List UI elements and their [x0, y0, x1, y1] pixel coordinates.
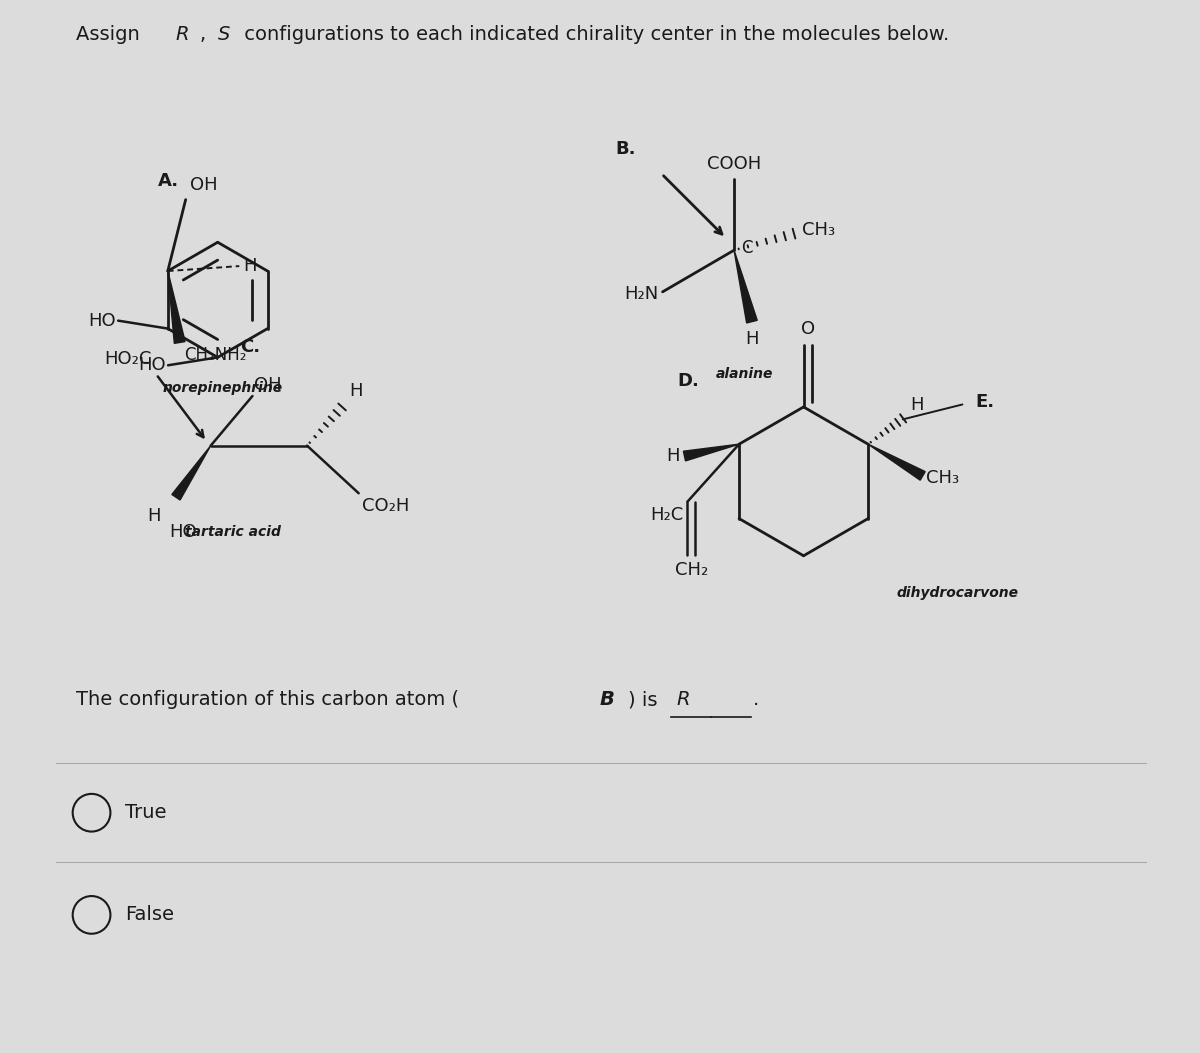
Text: tartaric acid: tartaric acid: [185, 525, 281, 539]
Text: norepinephrine: norepinephrine: [162, 381, 283, 395]
Text: CH₂: CH₂: [674, 561, 708, 579]
Text: CO₂H: CO₂H: [361, 497, 409, 515]
Text: H: H: [148, 508, 161, 525]
Text: .: .: [752, 690, 760, 709]
Text: C: C: [742, 239, 752, 257]
Text: B: B: [600, 690, 614, 709]
Text: ) is: ) is: [628, 690, 658, 709]
Text: R: R: [176, 25, 190, 44]
Text: CH₃: CH₃: [802, 221, 835, 239]
Polygon shape: [172, 445, 211, 500]
Text: C.: C.: [240, 338, 260, 356]
Text: configurations to each indicated chirality center in the molecules below.: configurations to each indicated chirali…: [238, 25, 949, 44]
Text: HO₂C: HO₂C: [103, 351, 151, 369]
Text: alanine: alanine: [715, 367, 773, 381]
Text: HO: HO: [89, 312, 116, 330]
Text: S: S: [217, 25, 230, 44]
Text: The configuration of this carbon atom (: The configuration of this carbon atom (: [76, 690, 458, 709]
Text: COOH: COOH: [707, 155, 761, 173]
Text: H₂N: H₂N: [624, 285, 659, 303]
Text: D.: D.: [678, 372, 700, 390]
Text: HO: HO: [138, 356, 166, 374]
Polygon shape: [734, 251, 757, 323]
Text: H: H: [244, 257, 257, 275]
Polygon shape: [168, 271, 185, 343]
Text: R: R: [677, 690, 690, 709]
Text: H: H: [745, 330, 758, 347]
Polygon shape: [683, 444, 739, 461]
Text: CH₂NH₂: CH₂NH₂: [184, 346, 246, 364]
Text: HO: HO: [169, 523, 197, 541]
Text: E.: E.: [976, 394, 995, 412]
Text: H: H: [666, 448, 679, 465]
Text: CH₃: CH₃: [925, 469, 959, 486]
Polygon shape: [868, 444, 925, 480]
Text: dihydrocarvone: dihydrocarvone: [896, 585, 1019, 599]
Text: H: H: [349, 382, 362, 400]
Text: B.: B.: [614, 140, 635, 158]
Text: H₂C: H₂C: [650, 505, 684, 523]
Text: False: False: [125, 906, 174, 925]
Text: OH: OH: [190, 176, 217, 194]
Text: A.: A.: [158, 172, 179, 190]
Text: Assign: Assign: [76, 25, 145, 44]
Text: OH: OH: [254, 376, 282, 394]
Text: True: True: [125, 803, 167, 822]
Text: ,: ,: [199, 25, 206, 44]
Text: H: H: [910, 396, 923, 415]
Text: O: O: [802, 319, 816, 338]
